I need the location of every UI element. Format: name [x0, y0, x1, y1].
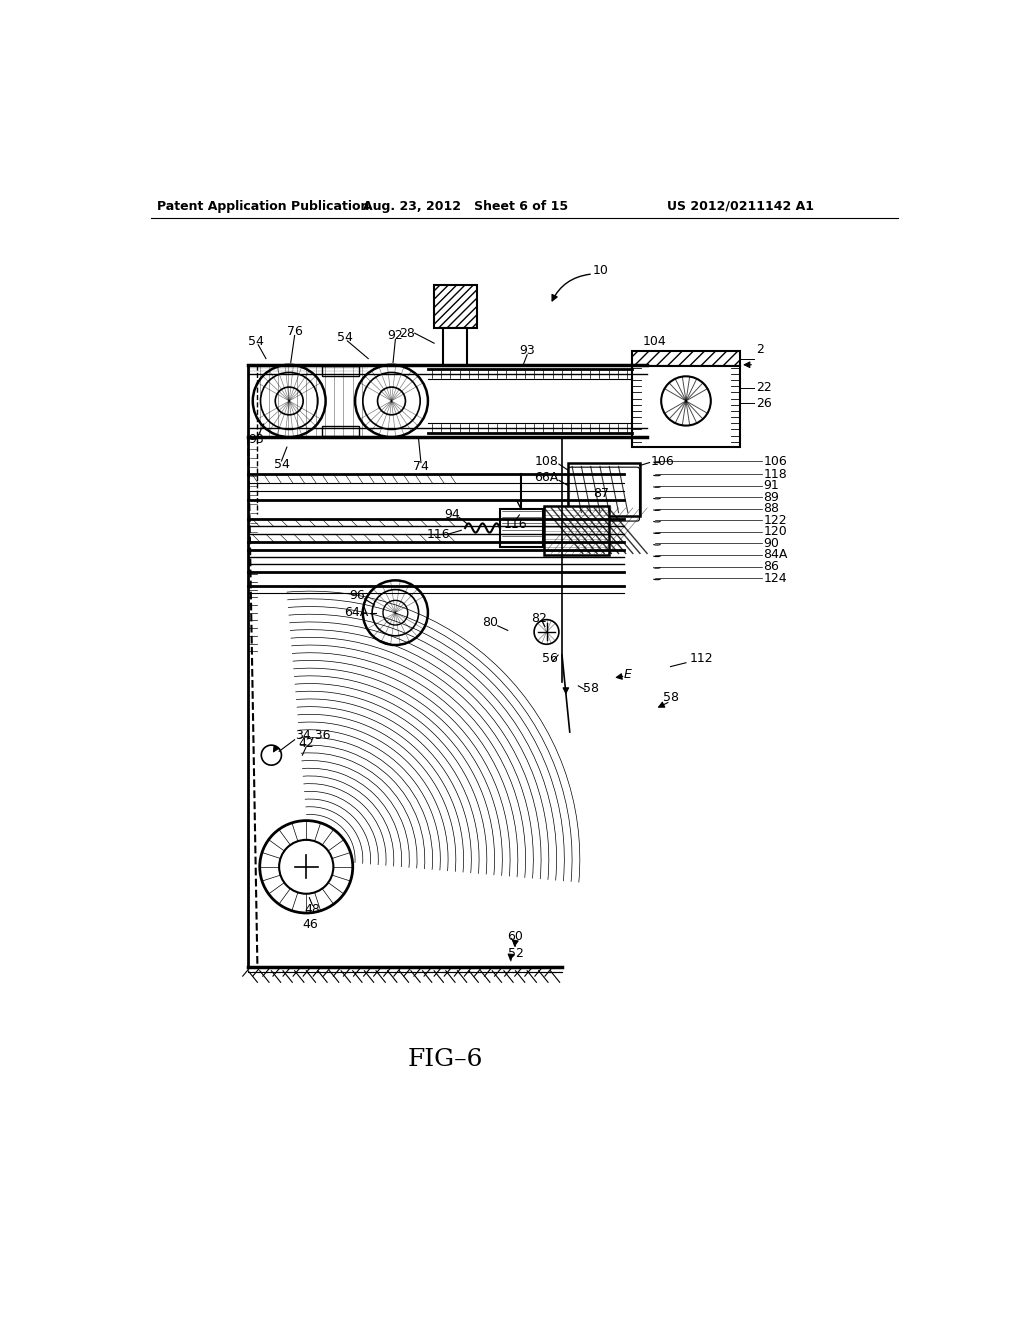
- Text: 112: 112: [690, 652, 714, 665]
- Text: 34,36: 34,36: [295, 730, 330, 742]
- Text: 124: 124: [764, 572, 787, 585]
- Text: 64A: 64A: [344, 606, 369, 619]
- Text: 80: 80: [482, 616, 498, 630]
- Circle shape: [662, 376, 711, 425]
- Circle shape: [535, 619, 559, 644]
- Text: 106: 106: [764, 454, 787, 467]
- Circle shape: [280, 840, 334, 894]
- Bar: [322, 426, 359, 436]
- Text: 122: 122: [764, 513, 787, 527]
- Circle shape: [378, 387, 406, 414]
- Circle shape: [362, 581, 428, 645]
- Text: 82: 82: [530, 612, 547, 626]
- Text: E: E: [624, 668, 632, 681]
- Text: 86: 86: [764, 560, 779, 573]
- Text: 96: 96: [349, 589, 365, 602]
- Text: 42: 42: [298, 737, 314, 750]
- Text: 104: 104: [643, 335, 667, 348]
- Bar: [248, 359, 260, 667]
- Text: 58: 58: [584, 681, 599, 694]
- Text: 93: 93: [248, 433, 264, 446]
- Text: 54: 54: [248, 335, 264, 348]
- Circle shape: [355, 364, 428, 437]
- Text: Patent Application Publication: Patent Application Publication: [158, 199, 370, 213]
- Circle shape: [261, 744, 282, 766]
- Text: 46: 46: [302, 917, 318, 931]
- Text: 2: 2: [756, 343, 764, 356]
- Text: 90: 90: [764, 537, 779, 550]
- Bar: [568, 462, 640, 516]
- Text: 52: 52: [508, 946, 523, 960]
- Text: 54: 54: [337, 330, 353, 343]
- Bar: [322, 367, 359, 376]
- Text: 56: 56: [543, 652, 558, 665]
- Bar: [544, 507, 608, 554]
- Text: 106: 106: [651, 454, 675, 467]
- Text: 74: 74: [413, 459, 429, 473]
- Bar: [443, 327, 467, 367]
- Text: 93: 93: [519, 345, 535, 358]
- Text: 116: 116: [426, 528, 450, 541]
- Text: 48: 48: [304, 903, 321, 916]
- Text: 22: 22: [756, 381, 771, 395]
- Text: US 2012/0211142 A1: US 2012/0211142 A1: [667, 199, 814, 213]
- Text: 94: 94: [444, 508, 460, 520]
- Text: 108: 108: [535, 454, 558, 467]
- Circle shape: [260, 821, 352, 913]
- Text: FIG–6: FIG–6: [408, 1048, 483, 1071]
- Text: 88: 88: [764, 502, 779, 515]
- Circle shape: [383, 601, 408, 626]
- Text: 84A: 84A: [764, 548, 787, 561]
- Text: 66A: 66A: [534, 471, 558, 484]
- Text: 54: 54: [273, 458, 290, 471]
- Text: 87: 87: [593, 487, 608, 500]
- Text: Aug. 23, 2012   Sheet 6 of 15: Aug. 23, 2012 Sheet 6 of 15: [362, 199, 567, 213]
- Text: 89: 89: [764, 491, 779, 504]
- Circle shape: [253, 364, 326, 437]
- Text: 28: 28: [399, 326, 415, 339]
- Text: 10: 10: [593, 264, 609, 277]
- Text: 92: 92: [387, 329, 403, 342]
- Bar: [632, 351, 740, 367]
- Text: 116: 116: [504, 517, 527, 531]
- Bar: [632, 367, 740, 447]
- Bar: [248, 919, 558, 969]
- Circle shape: [275, 387, 303, 414]
- Text: 76: 76: [287, 325, 302, 338]
- Bar: [434, 285, 477, 327]
- Text: 60: 60: [508, 929, 523, 942]
- Text: 58: 58: [663, 690, 679, 704]
- Text: 26: 26: [756, 397, 771, 409]
- Text: 120: 120: [764, 525, 787, 539]
- Text: 118: 118: [764, 467, 787, 480]
- Bar: [500, 508, 543, 548]
- Text: 91: 91: [764, 479, 779, 492]
